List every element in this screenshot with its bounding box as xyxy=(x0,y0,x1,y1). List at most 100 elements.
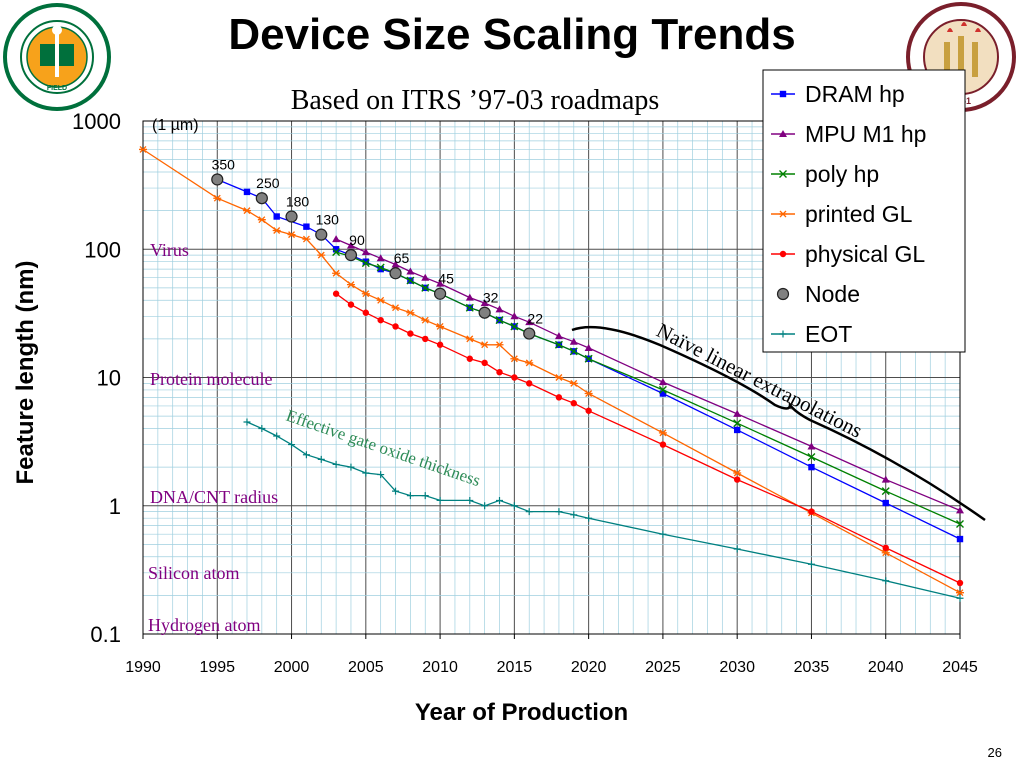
data-point xyxy=(779,330,787,338)
data-point xyxy=(882,544,889,552)
data-point xyxy=(361,259,370,268)
data-point xyxy=(347,463,355,471)
x-tick-label: 2020 xyxy=(571,659,607,676)
axes: 1990 1995 2000 2005 2010 2015 2020 2025 2030 2035… xyxy=(12,109,978,726)
y-tick-label: 10 xyxy=(97,366,121,391)
data-point xyxy=(526,380,533,387)
protein-molecule-label: Protein molecule xyxy=(150,369,272,389)
data-point xyxy=(389,267,402,280)
y-tick-label: 100 xyxy=(84,237,121,262)
node-label: 90 xyxy=(349,232,365,248)
data-point xyxy=(659,530,667,538)
data-point xyxy=(480,341,489,349)
page-number: 26 xyxy=(987,745,1002,760)
hydrogen-atom-label: Hydrogen atom xyxy=(148,615,260,635)
data-point xyxy=(478,306,491,319)
data-point xyxy=(362,258,370,265)
data-point xyxy=(407,330,414,337)
data-point xyxy=(302,451,310,459)
data-point xyxy=(332,460,340,468)
data-point xyxy=(807,452,816,461)
data-point xyxy=(361,290,370,298)
data-point xyxy=(377,471,385,479)
data-point xyxy=(421,492,429,500)
data-point xyxy=(882,499,889,507)
data-point xyxy=(377,316,384,324)
data-point xyxy=(481,502,489,510)
data-point xyxy=(495,341,504,349)
virus-label: Virus xyxy=(150,240,189,260)
data-point xyxy=(303,223,310,230)
data-point xyxy=(377,265,384,273)
legend-item-physical-gl: physical GL xyxy=(771,241,925,267)
legend-label: Node xyxy=(805,281,860,307)
data-point xyxy=(139,145,147,153)
data-point xyxy=(436,341,444,348)
data-point xyxy=(570,400,577,407)
data-point xyxy=(466,355,473,362)
data-point xyxy=(421,273,430,281)
data-point xyxy=(347,301,355,308)
data-point xyxy=(285,210,298,223)
data-point xyxy=(585,514,593,522)
data-point xyxy=(779,210,787,218)
svg-text:FIELD: FIELD xyxy=(47,85,67,92)
data-point xyxy=(658,385,667,394)
data-point xyxy=(733,426,741,434)
legend-item-node: Node xyxy=(776,281,860,307)
legend-item-printed-gl: printed GL xyxy=(771,201,913,227)
legend-label: poly hp xyxy=(805,161,879,187)
series-mpu-m1-hp xyxy=(332,235,964,514)
data-point xyxy=(525,318,534,326)
legend-label: printed GL xyxy=(805,201,913,227)
x-tick-label: 1990 xyxy=(125,659,161,676)
data-point xyxy=(658,429,667,437)
legend: DRAM hp MPU M1 hp poly hp printed GL physica… xyxy=(762,69,966,353)
data-point xyxy=(332,235,341,243)
data-point xyxy=(242,207,251,215)
node-label: 250 xyxy=(256,175,280,191)
data-point xyxy=(733,409,742,417)
data-point xyxy=(421,283,430,292)
data-point xyxy=(255,192,268,205)
slide-title: Device Size Scaling Trends xyxy=(228,10,796,59)
data-point xyxy=(569,337,578,345)
data-point xyxy=(465,293,474,301)
x-tick-label: 2000 xyxy=(274,659,310,676)
data-point xyxy=(525,508,533,516)
x-tick-label: 2015 xyxy=(497,659,533,676)
data-point xyxy=(391,304,400,312)
data-point xyxy=(433,287,447,300)
data-point xyxy=(346,241,355,249)
data-point xyxy=(881,549,890,557)
data-point xyxy=(211,173,224,186)
series-group: 350 250 180 130 90 65 45 32 22 xyxy=(139,145,964,602)
data-point xyxy=(436,496,444,504)
data-point xyxy=(881,487,890,496)
node-label: 130 xyxy=(316,212,340,228)
data-point xyxy=(569,347,578,356)
data-point xyxy=(332,246,340,253)
data-point xyxy=(317,455,325,463)
data-point xyxy=(257,216,266,224)
data-point xyxy=(273,432,281,440)
x-tick-label: 2025 xyxy=(645,659,681,676)
data-point xyxy=(956,579,964,587)
data-point xyxy=(362,309,370,316)
data-point xyxy=(465,335,474,343)
data-point xyxy=(243,188,251,196)
data-point xyxy=(584,343,593,351)
extrapolation-brace xyxy=(571,325,986,522)
data-point xyxy=(585,407,592,414)
data-point xyxy=(495,305,504,313)
data-point xyxy=(808,508,815,515)
data-point xyxy=(421,316,430,324)
data-point xyxy=(808,463,815,471)
data-point xyxy=(288,441,296,449)
data-point xyxy=(525,359,534,367)
data-point xyxy=(466,496,474,504)
data-point xyxy=(496,368,503,376)
series-printed-gl xyxy=(139,145,964,597)
data-point xyxy=(881,475,890,483)
data-point xyxy=(733,419,742,428)
